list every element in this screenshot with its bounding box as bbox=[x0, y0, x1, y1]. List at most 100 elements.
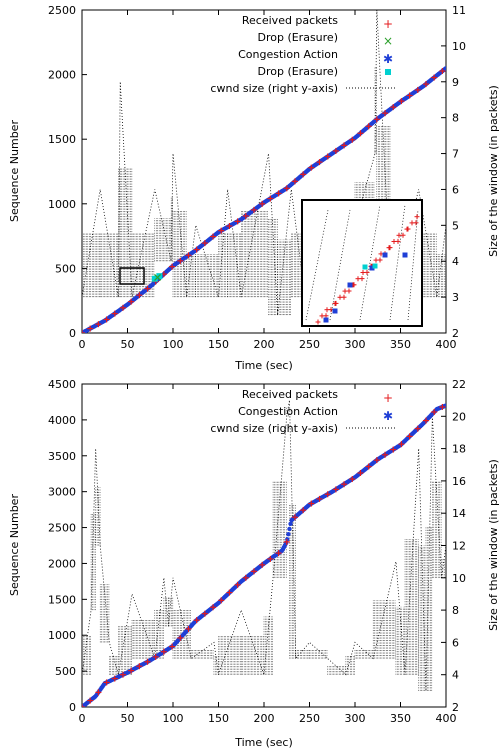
y-tick-label: 1500 bbox=[48, 593, 76, 606]
y-ticks-top: 0 500 1000 1500 2000 2500 bbox=[48, 4, 87, 340]
y-axis-label-bottom: Sequence Number bbox=[8, 494, 21, 596]
y-tick-label: 4000 bbox=[48, 414, 76, 427]
x-tick-label: 400 bbox=[436, 338, 457, 351]
y-tick-label: 3000 bbox=[48, 486, 76, 499]
right-y-tick-label: 8 bbox=[452, 604, 459, 617]
legend-marker-received-b: + bbox=[383, 391, 393, 405]
right-y-tick-label: 11 bbox=[452, 4, 466, 17]
right-y-tick-label: 9 bbox=[452, 76, 459, 89]
top-panel: 0 50 100 150 200 250 300 350 400 0 500 1000 1500 200… bbox=[8, 4, 500, 372]
packet-markers-top bbox=[82, 66, 446, 333]
congestion-point bbox=[443, 66, 446, 71]
legend-label-congestion: Congestion Action bbox=[238, 48, 338, 61]
congestion-point bbox=[286, 531, 291, 537]
right-y-tick-label: 4 bbox=[452, 669, 459, 682]
y-tick-label: 500 bbox=[55, 665, 76, 678]
x-tick-label: 350 bbox=[390, 338, 411, 351]
x-ticks-top: 0 50 100 150 200 250 300 350 400 bbox=[79, 10, 457, 351]
legend-label-congestion-b: Congestion Action bbox=[238, 405, 338, 418]
x-tick-label: 250 bbox=[299, 712, 320, 725]
y-tick-label: 3500 bbox=[48, 450, 76, 463]
inset-congestion-point bbox=[382, 252, 388, 258]
legend-label-cwnd: cwnd size (right y-axis) bbox=[210, 82, 338, 95]
inset-cwnd-segment bbox=[305, 209, 329, 321]
x-tick-label: 300 bbox=[345, 338, 366, 351]
right-y-tick-label: 5 bbox=[452, 219, 459, 232]
y-axis-label-top: Sequence Number bbox=[8, 120, 21, 222]
drop-x-point bbox=[154, 273, 161, 281]
zoom-source-box bbox=[119, 267, 145, 285]
x-tick-label: 0 bbox=[79, 712, 86, 725]
zoom-inset-content bbox=[305, 204, 420, 325]
right-y-tick-label: 12 bbox=[452, 540, 466, 553]
legend-label-drop-x: Drop (Erasure) bbox=[257, 31, 338, 44]
y-tick-label: 2000 bbox=[48, 69, 76, 82]
legend-bottom: Received packets + Congestion Action ✱ c… bbox=[210, 388, 395, 435]
inset-congestion-point bbox=[369, 265, 375, 271]
packet-markers-bottom bbox=[82, 403, 446, 707]
y-tick-label: 0 bbox=[69, 701, 76, 714]
inset-cwnd-segment bbox=[389, 204, 406, 321]
legend-marker-drop-x: × bbox=[383, 34, 393, 48]
inset-congestion-point bbox=[323, 317, 329, 323]
y-tick-label: 4500 bbox=[48, 378, 76, 391]
bottom-panel: 0 50 100 150 200 250 300 350 400 050010001500200… bbox=[8, 378, 500, 749]
right-y-tick-label: 4 bbox=[452, 255, 459, 268]
y-tick-label: 2500 bbox=[48, 4, 76, 17]
x-tick-label: 100 bbox=[163, 712, 184, 725]
inset-drop-point bbox=[362, 264, 368, 270]
right-y-tick-label: 2 bbox=[452, 327, 459, 340]
right-y-ticks-bottom: 2 4 6 8 10 12 14 16 18 20 22 bbox=[441, 378, 466, 714]
y-tick-label: 0 bbox=[69, 327, 76, 340]
right-y-tick-label: 6 bbox=[452, 183, 459, 196]
x-tick-label: 300 bbox=[345, 712, 366, 725]
legend-label-drop-square: Drop (Erasure) bbox=[257, 65, 338, 78]
x-tick-label: 150 bbox=[208, 338, 229, 351]
y-ticks-bottom: 0 500 1000 1500 2000 2500 3000 3500 4000 4500 bbox=[48, 378, 87, 714]
y-tick-label: 2000 bbox=[48, 557, 76, 570]
x-tick-label: 350 bbox=[390, 712, 411, 725]
right-y-tick-label: 10 bbox=[452, 40, 466, 53]
inset-congestion-point bbox=[332, 308, 338, 314]
x-tick-label: 200 bbox=[254, 338, 275, 351]
right-y-axis-label-bottom: Size of the window (in packets) bbox=[487, 459, 500, 631]
right-y-axis-label-top: Size of the window (in packets) bbox=[487, 85, 500, 257]
right-y-tick-label: 22 bbox=[452, 378, 466, 391]
cwnd-line bbox=[82, 400, 446, 691]
x-axis-label-bottom: Time (sec) bbox=[234, 736, 293, 749]
x-tick-label: 150 bbox=[208, 712, 229, 725]
inset-cwnd-segment bbox=[329, 209, 351, 321]
inset-cwnd-segment bbox=[407, 209, 419, 321]
legend-label-received: Received packets bbox=[242, 14, 338, 27]
y-tick-label: 2500 bbox=[48, 522, 76, 535]
right-y-tick-label: 20 bbox=[452, 410, 466, 423]
x-tick-label: 0 bbox=[79, 338, 86, 351]
right-y-tick-label: 16 bbox=[452, 475, 466, 488]
inset-congestion-point bbox=[347, 282, 353, 288]
right-y-tick-label: 3 bbox=[452, 291, 459, 304]
legend-label-cwnd-b: cwnd size (right y-axis) bbox=[210, 422, 338, 435]
x-tick-label: 400 bbox=[436, 712, 457, 725]
y-tick-label: 500 bbox=[55, 262, 76, 275]
y-tick-label: 1000 bbox=[48, 629, 76, 642]
x-tick-label: 200 bbox=[254, 712, 275, 725]
legend-marker-received: + bbox=[383, 17, 393, 31]
right-y-ticks-top: 2 3 4 5 6 7 8 9 10 11 bbox=[441, 4, 466, 340]
legend-marker-drop-square bbox=[385, 69, 391, 75]
legend-top: Received packets + Drop (Erasure) × Cong… bbox=[210, 14, 395, 95]
right-y-tick-label: 10 bbox=[452, 572, 466, 585]
inset-congestion-point bbox=[402, 252, 408, 258]
x-tick-label: 50 bbox=[121, 338, 135, 351]
legend-marker-congestion: ✱ bbox=[383, 52, 393, 66]
drop-square-point bbox=[151, 275, 158, 282]
inset-drop-point bbox=[372, 263, 378, 269]
zoom-inset bbox=[301, 199, 423, 327]
congestion-point bbox=[288, 521, 293, 527]
x-tick-label: 100 bbox=[163, 338, 184, 351]
legend-label-received-b: Received packets bbox=[242, 388, 338, 401]
y-tick-label: 1500 bbox=[48, 133, 76, 146]
right-y-tick-label: 14 bbox=[452, 507, 466, 520]
right-y-tick-label: 18 bbox=[452, 443, 466, 456]
x-axis-label-top: Time (sec) bbox=[234, 359, 293, 372]
